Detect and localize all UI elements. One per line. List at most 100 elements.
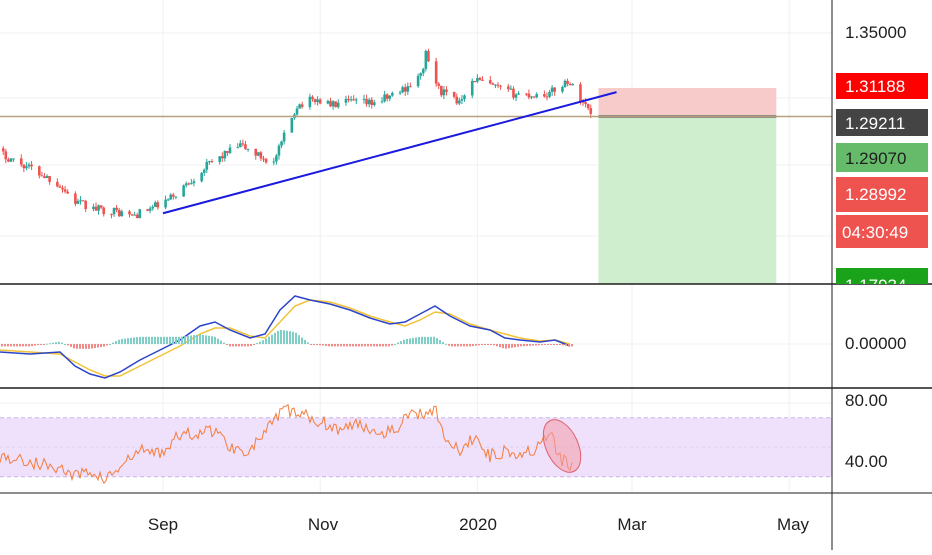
candle-body — [40, 175, 44, 177]
price-candles — [1, 48, 593, 219]
last-up-price-badge — [836, 143, 928, 172]
macd-histogram-bar — [52, 342, 54, 344]
candle-body — [257, 152, 260, 156]
macd-histogram-bar — [571, 344, 573, 347]
macd-histogram-bar — [73, 344, 75, 349]
candle-body — [148, 208, 152, 211]
candle-body — [532, 96, 536, 98]
macd-histogram-bar — [79, 344, 81, 349]
macd-histogram-bar — [391, 344, 393, 346]
candle-body — [48, 176, 51, 182]
macd-histogram-bar — [298, 335, 300, 344]
candle-body — [92, 206, 95, 210]
macd-histogram-bar — [136, 337, 138, 344]
macd-histogram-bar — [361, 344, 363, 347]
macd-histogram-bar — [172, 336, 174, 344]
candle-body — [514, 94, 518, 98]
macd-histogram-bar — [316, 344, 318, 345]
candle-body — [56, 181, 59, 187]
candle-body — [192, 181, 196, 184]
macd-histogram-bar — [508, 344, 510, 349]
candle-body — [22, 164, 26, 169]
macd-histogram-bar — [511, 344, 513, 348]
candle-body — [45, 176, 49, 179]
macd-histogram-bar — [493, 344, 495, 346]
macd-histogram-bar — [82, 344, 84, 349]
candle-body — [568, 84, 572, 86]
macd-histogram-bar — [220, 340, 222, 344]
candle-body — [584, 102, 587, 105]
candle-body — [525, 93, 528, 95]
macd-histogram-bar — [532, 344, 534, 346]
macd-histogram-bar — [22, 344, 24, 347]
candle-body — [517, 93, 520, 95]
macd-histogram-bar — [439, 340, 441, 344]
macd-histogram-bar — [130, 337, 132, 344]
drawn-lines[interactable] — [0, 91, 832, 215]
candle-body — [478, 77, 482, 80]
ascending-trendline[interactable] — [162, 91, 617, 215]
candle-body — [61, 187, 64, 190]
macd-histogram-bar — [427, 336, 429, 344]
macd-histogram-bar — [28, 344, 30, 347]
macd-histogram-bar — [379, 344, 381, 347]
macd-histogram-bar — [112, 342, 114, 344]
macd-line — [0, 295, 571, 379]
candle-body — [352, 99, 355, 101]
macd-histogram-bar — [139, 336, 141, 344]
macd-histogram-bar — [337, 344, 339, 347]
macd-histogram-bar — [295, 332, 297, 344]
candle-body — [326, 100, 330, 104]
candle-body — [43, 176, 46, 179]
macd-histogram-bar — [88, 344, 90, 349]
macd-histogram-bar — [292, 331, 294, 344]
macd-histogram-bar — [16, 344, 18, 347]
macd-histogram-bar — [409, 338, 411, 344]
candle-body — [311, 96, 314, 100]
macd-histogram-bar — [196, 334, 198, 344]
candle-body — [99, 205, 103, 208]
candle-body — [25, 166, 28, 169]
price-axis[interactable]: 1.35000 1.31188 1.29211 1.29070 1.28992 … — [836, 23, 928, 471]
macd-histogram-bar — [352, 344, 354, 347]
candle-body — [434, 61, 438, 84]
candle-body — [1, 148, 5, 152]
rsi-tick-label-80: 80.00 — [845, 391, 888, 410]
candle-body — [463, 95, 466, 100]
macd-histogram-bar — [142, 336, 144, 344]
macd-histogram-bar — [436, 338, 438, 344]
time-tick-label: Nov — [308, 515, 339, 534]
macd-histogram-bar — [496, 344, 498, 347]
macd-histogram-bar — [253, 344, 255, 345]
macd-histogram-bar — [43, 344, 45, 345]
macd-histogram-bar — [535, 344, 537, 346]
candle-body — [112, 207, 116, 215]
macd-histogram-bar — [97, 344, 99, 348]
candle-body — [440, 85, 443, 96]
last-up-price-label: 1.29070 — [845, 149, 906, 168]
candle-body — [226, 151, 229, 153]
candle-body — [190, 183, 193, 185]
macd-histogram-bar — [85, 344, 87, 349]
candle-body — [380, 101, 384, 103]
time-axis[interactable]: Sep Nov 2020 Mar May — [148, 515, 810, 534]
candle-body — [383, 94, 386, 102]
rsi-highlight-ellipse[interactable] — [536, 414, 589, 478]
candle-body — [362, 98, 366, 100]
candle-body — [561, 86, 564, 92]
macd-histogram-bar — [490, 344, 492, 345]
candle-body — [295, 108, 299, 115]
macd-histogram-bar — [277, 330, 279, 344]
candle-body — [74, 193, 77, 204]
macd-histogram-bar — [145, 336, 147, 344]
macd-histogram-bar — [199, 334, 201, 344]
macd-histogram-bar — [232, 344, 234, 347]
macd-histogram-bar — [484, 344, 486, 345]
macd-histogram-bar — [322, 344, 324, 346]
candle-body — [94, 206, 98, 211]
macd-histogram-bar — [523, 344, 525, 347]
candle-body — [373, 102, 376, 105]
macd-histogram-bar — [478, 344, 480, 346]
